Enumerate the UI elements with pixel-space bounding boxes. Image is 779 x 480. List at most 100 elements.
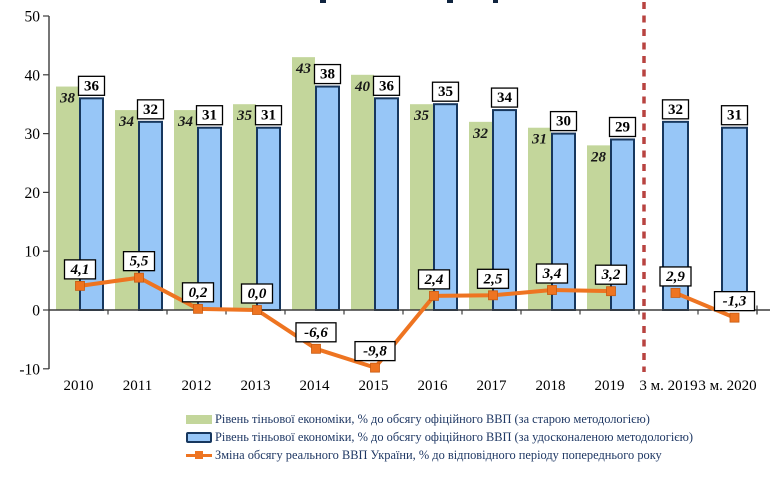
bar-old-methodology: [469, 121, 492, 310]
bar-new-label: 31: [727, 108, 742, 124]
gdp-line-marker: [606, 286, 616, 297]
gdp-line-marker: [729, 312, 740, 323]
bar-new-label-box: [661, 99, 690, 120]
legend-item: Рівень тіньової економіки, % до обсягу о…: [186, 412, 693, 427]
bar-old-methodology: [233, 104, 256, 310]
bar-old-label: 35: [236, 108, 253, 124]
gdp-point-label: -9,8: [363, 344, 387, 360]
bar-old-label: 32: [472, 126, 489, 142]
bar-new-label: 36: [84, 78, 100, 94]
bar-new-label-box: [254, 105, 283, 126]
gdp-point-label: -6,6: [304, 325, 328, 341]
gdp-point-label-box: [63, 259, 97, 280]
bar-new-label: 30: [556, 114, 571, 130]
bar-new-label-box: [372, 75, 401, 96]
x-category-label: 2017: [477, 378, 508, 394]
gdp-point-label: 0,0: [248, 286, 267, 302]
x-category-label: 2010: [64, 378, 94, 394]
gdp-point-label: 0,2: [189, 285, 208, 301]
bar-new-label: 34: [497, 90, 513, 106]
gdp-point-label: 5,5: [130, 254, 149, 270]
bar-old-label: 35: [413, 108, 430, 124]
bar-old-label: 38: [59, 91, 76, 107]
gdp-point-label-box: [659, 266, 692, 287]
x-category-label: 3 м. 2020: [698, 378, 756, 394]
cropped-title-remnant: [320, 0, 326, 3]
gdp-line-marker: [311, 343, 321, 354]
bar-new-label-box: [720, 105, 749, 126]
x-category-label: 2012: [182, 378, 212, 394]
y-tick-label: 0: [32, 303, 40, 320]
bar-new-label: 38: [320, 67, 335, 83]
x-category-label: 2013: [241, 378, 271, 394]
x-category-label: 2016: [418, 378, 449, 394]
bar-new-label: 31: [202, 108, 217, 124]
y-tick-label: 50: [25, 9, 41, 26]
bar-old-methodology: [410, 104, 433, 310]
legend-item: Рівень тіньової економіки, % до обсягу о…: [186, 430, 693, 445]
gdp-point-label-box: [535, 263, 569, 284]
bar-new-label: 36: [379, 78, 395, 94]
legend-bar-swatch: [186, 415, 212, 424]
gdp-point-label-box: [181, 282, 215, 303]
y-tick-label: 20: [25, 185, 41, 202]
bar-new-label-box: [195, 105, 224, 126]
bar-old-methodology: [292, 57, 315, 310]
bar-old-label: 34: [177, 114, 194, 130]
cropped-title-remnant: [493, 0, 498, 3]
gdp-point-label-box: [713, 290, 756, 312]
gdp-point-label: -1,3: [723, 294, 747, 310]
gdp-point-label-box: [295, 322, 337, 343]
x-category-label: 2018: [536, 378, 566, 394]
gdp-point-label-box: [594, 264, 628, 285]
gdp-line-marker: [193, 303, 203, 314]
cropped-title-remnant: [447, 0, 453, 3]
bar-old-label: 43: [295, 61, 312, 77]
y-tick-label: 30: [25, 126, 41, 143]
bar-new-methodology: [315, 85, 340, 311]
gdp-line-marker: [75, 280, 85, 291]
chart-legend: Рівень тіньової економіки, % до обсягу о…: [186, 412, 693, 466]
bar-old-methodology: [351, 74, 374, 310]
bar-new-methodology: [256, 126, 281, 311]
bar-old-label: 31: [531, 132, 547, 148]
y-tick-label: -10: [19, 361, 40, 378]
gdp-point-label: 2,5: [483, 271, 503, 287]
bar-old-methodology: [587, 145, 610, 310]
gdp-line-marker: [252, 305, 262, 315]
bar-new-label-box: [313, 63, 342, 85]
gdp-point-label: 4,1: [70, 262, 90, 278]
gdp-line-marker: [134, 272, 144, 283]
bar-new-label-box: [608, 116, 637, 138]
legend-item-label: Рівень тіньової економіки, % до обсягу о…: [215, 430, 693, 444]
gdp-line-quarterly: [673, 290, 737, 320]
gdp-line-marker: [429, 290, 439, 301]
bar-old-label: 40: [354, 79, 371, 95]
bar-new-label: 35: [438, 84, 453, 100]
gdp-line-marker: [488, 290, 498, 301]
legend-bar-swatch: [186, 432, 212, 443]
bar-new-label-box: [77, 75, 106, 96]
bar-old-methodology: [174, 110, 197, 310]
x-category-label: 2011: [123, 378, 152, 394]
gdp-line-annual: [78, 275, 613, 370]
gdp-point-label-box: [354, 340, 396, 362]
shadow-economy-combo-chart: 38 34 34 35 43 40 35 32 31 28 50 40 30 20 10 0 -10 36 32 31…: [19, 2, 770, 394]
gdp-point-label: 3,2: [601, 267, 621, 283]
x-category-label: 3 м. 2019: [639, 378, 697, 394]
gdp-line-marker: [670, 288, 681, 298]
legend-item-label: Рівень тіньової економіки, % до обсягу о…: [215, 412, 650, 426]
legend-item: Зміна обсягу реального ВВП України, % до…: [186, 448, 693, 463]
bar-new-label-box: [490, 87, 519, 108]
bar-new-label-box: [136, 99, 165, 120]
legend-item-label: Зміна обсягу реального ВВП України, % до…: [215, 448, 662, 462]
gdp-point-label: 2,9: [665, 269, 685, 285]
gdp-line-marker: [547, 285, 557, 295]
legend-line-swatch: [186, 450, 212, 461]
bar-new-label-box: [549, 110, 578, 132]
bar-new-methodology: [374, 97, 399, 311]
gdp-point-label: 2,4: [424, 272, 444, 288]
bar-new-label: 32: [143, 102, 158, 118]
gdp-point-label-box: [240, 283, 274, 304]
